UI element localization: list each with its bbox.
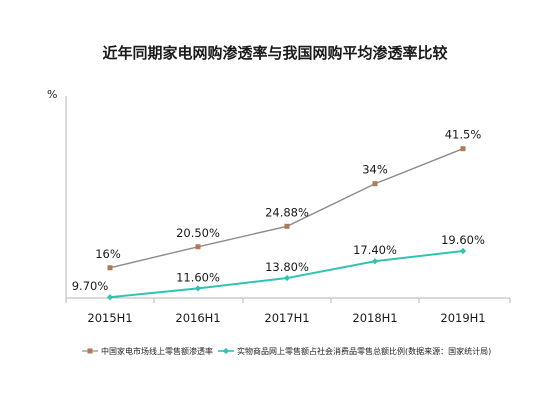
legend-label: 中国家电市场线上零售额渗透率 [101,346,213,356]
x-tick-label: 2019H1 [440,311,485,325]
data-point [284,223,290,229]
data-point [371,258,379,265]
data-point [372,181,378,187]
data-point [195,244,201,250]
chart-title: 近年同期家电网购渗透率与我国网购平均渗透率比较 [102,44,448,62]
data-label: 16% [95,247,121,261]
data-label: 11.60% [176,270,220,284]
data-point [107,265,113,271]
data-point [460,146,466,152]
data-label: 34% [362,163,388,177]
data-label: 20.50% [176,226,220,240]
data-label: 41.5% [445,128,482,142]
series-line [109,249,464,299]
legend-swatch-marker [87,348,93,354]
y-axis-unit: % [47,88,58,101]
x-tick-label: 2017H1 [264,311,309,325]
data-point [283,274,291,282]
data-label: 13.80% [265,260,309,274]
x-tick-label: 2015H1 [87,311,132,325]
data-label: 19.60% [441,233,485,247]
x-tick-label: 2016H1 [175,311,220,325]
data-point [106,294,114,301]
legend-swatch-marker [222,347,230,355]
x-tick-label: 2018H1 [352,311,397,325]
data-label: 9.70% [72,279,109,293]
data-point [194,285,202,292]
data-label: 17.40% [353,243,397,257]
data-point [459,247,467,255]
data-label: 24.88% [265,205,309,219]
legend-label: 实物商品网上零售额占社会消费品零售总额比例(数据来源：国家统计局) [237,346,491,356]
